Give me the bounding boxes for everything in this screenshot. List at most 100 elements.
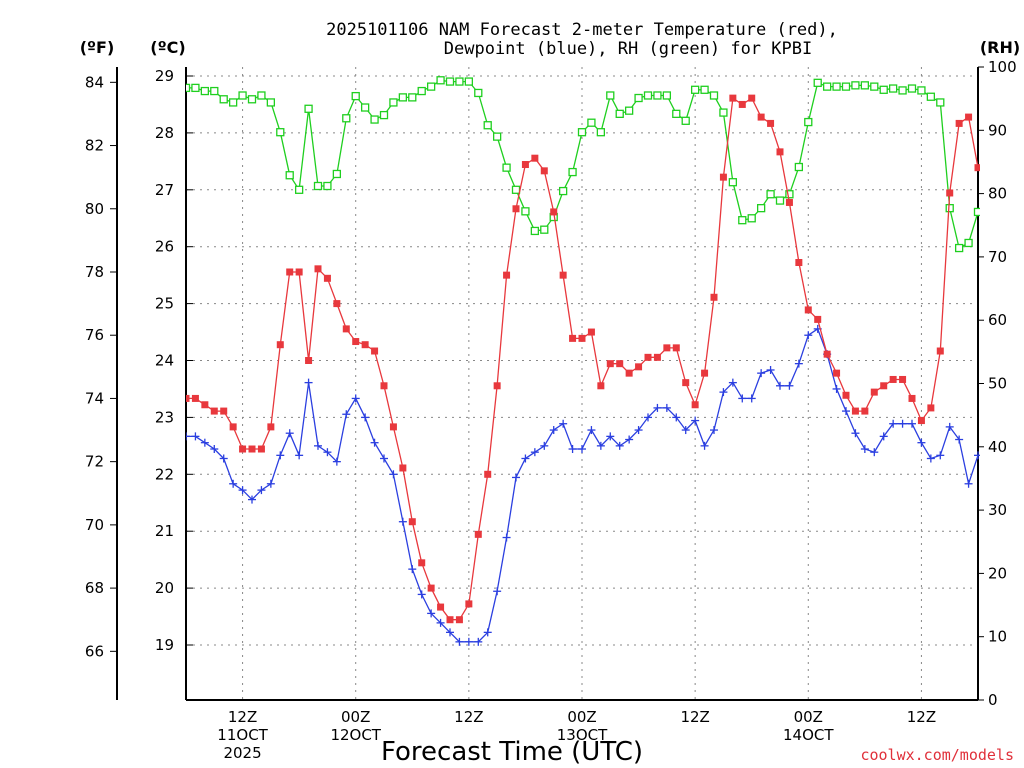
data-point [936, 451, 945, 460]
data-point [738, 394, 747, 403]
data-point [351, 394, 360, 403]
data-point [314, 265, 322, 273]
rh-tick-label: 70 [988, 248, 1007, 266]
data-point [200, 438, 209, 447]
fahrenheit-tick-label: 68 [85, 579, 104, 597]
data-point [615, 441, 624, 450]
series-line [186, 96, 979, 621]
data-point [266, 479, 275, 488]
data-point [417, 86, 426, 96]
data-point [690, 85, 700, 94]
celsius-tick-label: 19 [155, 636, 174, 654]
data-point [653, 403, 662, 412]
data-point [681, 116, 690, 125]
data-point [342, 410, 351, 419]
data-point [465, 600, 473, 608]
data-point [700, 85, 709, 94]
rh-tick-label: 100 [988, 58, 1017, 76]
data-point [596, 441, 605, 450]
data-point [899, 375, 907, 383]
data-point [342, 325, 350, 333]
data-point [813, 78, 822, 87]
celsius-tick-label: 24 [155, 352, 174, 370]
data-point [681, 426, 690, 435]
rh-tick-label: 20 [988, 564, 1007, 582]
data-point [304, 378, 313, 387]
data-point [606, 432, 615, 441]
chart-title-line1: 2025101106 NAM Forecast 2-meter Temperat… [326, 20, 838, 40]
data-point [917, 417, 925, 425]
data-point [352, 338, 360, 346]
data-point [851, 81, 860, 90]
data-point [220, 407, 228, 415]
data-point [530, 226, 540, 236]
data-point [870, 388, 878, 396]
rh-tick-label: 0 [988, 691, 998, 709]
data-point [247, 95, 257, 104]
data-point [832, 82, 841, 91]
data-point [926, 454, 935, 463]
data-point [417, 590, 426, 599]
data-point [186, 394, 190, 402]
data-point [644, 413, 652, 422]
data-point [219, 454, 228, 463]
data-point [615, 109, 624, 118]
data-point [965, 113, 973, 121]
data-point [822, 82, 832, 91]
celsius-tick-label: 25 [155, 295, 174, 313]
data-point [210, 407, 218, 415]
rh-tick-label: 60 [988, 311, 1007, 329]
data-point [437, 603, 445, 611]
data-point [191, 432, 200, 441]
data-point [577, 128, 587, 137]
data-point [257, 486, 266, 495]
data-point [908, 394, 916, 402]
x-tick-label: 14OCT [783, 726, 834, 744]
data-point [653, 353, 661, 361]
data-point [587, 118, 596, 127]
x-tick-label: 12Z [680, 708, 709, 726]
data-point [427, 609, 436, 618]
data-point [719, 173, 727, 181]
data-point [860, 81, 870, 90]
data-point [502, 163, 511, 172]
data-point [860, 445, 869, 454]
data-point [624, 106, 634, 115]
data-point [474, 530, 482, 538]
data-point [578, 445, 586, 454]
series-rh [186, 76, 980, 253]
data-point [446, 628, 454, 637]
data-point [408, 93, 417, 102]
data-point [879, 85, 888, 94]
data-point [927, 404, 935, 412]
data-point [719, 108, 728, 117]
data-point [531, 154, 539, 162]
series-temperature [186, 94, 980, 624]
fahrenheit-tick-label: 74 [85, 389, 104, 407]
data-point [644, 353, 652, 361]
data-point [360, 103, 370, 112]
data-point [380, 454, 388, 463]
data-point [691, 401, 699, 409]
data-point [955, 435, 964, 444]
data-point [757, 369, 766, 378]
tick-labels: 66 68 70 72 74 76 78 80 82 84 19 20 21 22 23 24 25 26 27 28… [85, 58, 1017, 762]
celsius-tick-label: 23 [155, 408, 174, 426]
data-point [342, 114, 351, 123]
celsius-tick-label: 27 [155, 181, 174, 199]
data-point [351, 91, 360, 101]
data-point [295, 451, 304, 460]
data-point [776, 381, 784, 390]
data-point [219, 95, 228, 104]
data-point [606, 91, 615, 100]
data-point [521, 207, 530, 216]
data-point [833, 369, 841, 377]
data-point [186, 83, 191, 93]
data-point [936, 347, 944, 355]
data-point [635, 363, 643, 371]
data-point [823, 350, 831, 358]
data-point [257, 91, 266, 100]
fahrenheit-tick-label: 82 [85, 137, 104, 155]
data-point [946, 189, 954, 197]
